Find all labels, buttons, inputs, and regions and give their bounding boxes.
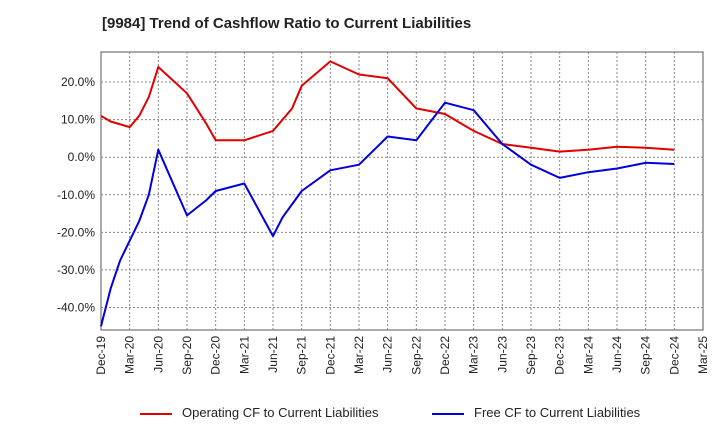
series-1-point — [148, 194, 150, 196]
grid-layer — [100, 51, 704, 331]
series-1-point — [501, 143, 503, 145]
series-0-point — [673, 149, 675, 151]
series-layer — [100, 60, 675, 327]
x-tick-label: Mar-22 — [352, 336, 366, 374]
plot-area — [100, 51, 704, 331]
series-1-point — [100, 325, 102, 327]
y-tick-label: 0.0% — [68, 150, 96, 164]
series-1-point — [110, 288, 112, 290]
axis-layer: 20.0% 10.0% 0.0% -10.0% -20.0% -30.0% -40.0% De… — [57, 75, 710, 375]
y-tick-label: -30.0% — [57, 263, 95, 277]
series-0-point — [291, 107, 293, 109]
x-tick-label: Jun-23 — [495, 336, 509, 373]
series-0-point — [148, 96, 150, 98]
series-0-point — [358, 74, 360, 76]
series-1-point — [272, 235, 274, 237]
series-0-point — [301, 85, 303, 87]
series-0-point — [129, 126, 131, 128]
series-1-point — [444, 102, 446, 104]
series-1-point — [358, 164, 360, 166]
series-1-point — [282, 216, 284, 218]
series-0-point — [138, 115, 140, 117]
x-tick-label: Jun-21 — [266, 336, 280, 373]
y-tick-label: 20.0% — [61, 75, 95, 89]
series-1-point — [186, 214, 188, 216]
x-tick-label: Sep-22 — [409, 336, 423, 375]
series-1-point — [205, 199, 207, 201]
series-1-point — [387, 136, 389, 138]
series-line-0 — [100, 60, 675, 153]
legend-swatch-free-cf — [432, 413, 464, 415]
series-0-point — [100, 115, 102, 117]
series-0-point — [415, 107, 417, 109]
series-1-point — [473, 109, 475, 111]
x-tick-label: Mar-21 — [237, 336, 251, 374]
series-0-point — [215, 139, 217, 141]
x-tick-label: Jun-22 — [381, 336, 395, 373]
series-1-point — [530, 164, 532, 166]
y-tick-label: -10.0% — [57, 188, 95, 202]
series-0-point — [645, 147, 647, 149]
x-tick-label: Jun-20 — [151, 336, 165, 373]
x-tick-label: Mar-23 — [467, 336, 481, 374]
series-0-point — [473, 130, 475, 132]
series-1-point — [215, 190, 217, 192]
x-tick-label: Sep-20 — [180, 336, 194, 375]
series-0-point — [157, 66, 159, 68]
series-0-point — [272, 130, 274, 132]
x-tick-label: Dec-24 — [667, 336, 681, 375]
series-0-point — [444, 113, 446, 115]
y-tick-label: -20.0% — [57, 225, 95, 239]
series-1-point — [138, 220, 140, 222]
x-tick-label: Mar-25 — [696, 336, 710, 374]
x-tick-label: Dec-23 — [553, 336, 567, 375]
x-tick-label: Dec-20 — [209, 336, 223, 375]
y-tick-label: 10.0% — [61, 113, 95, 127]
x-tick-label: Jun-24 — [610, 336, 624, 373]
series-1-point — [673, 163, 675, 165]
series-0-point — [387, 77, 389, 79]
legend-label-free-cf: Free CF to Current Liabilities — [474, 405, 641, 420]
x-tick-label: Dec-22 — [438, 336, 452, 375]
series-0-point — [243, 139, 245, 141]
series-1-point — [243, 182, 245, 184]
series-0-point — [205, 122, 207, 124]
series-1-point — [415, 139, 417, 141]
series-0-point — [186, 92, 188, 94]
series-0-point — [530, 147, 532, 149]
series-1-point — [329, 169, 331, 171]
series-line-1 — [100, 101, 675, 327]
series-0-point — [329, 60, 331, 62]
series-1-point — [559, 177, 561, 179]
x-tick-label: Dec-19 — [94, 336, 108, 375]
chart-title: [9984] Trend of Cashflow Ratio to Curren… — [102, 15, 472, 32]
series-1-point — [301, 190, 303, 192]
x-tick-label: Sep-24 — [639, 336, 653, 375]
series-0-point — [587, 149, 589, 151]
x-tick-label: Sep-23 — [524, 336, 538, 375]
x-tick-label: Mar-20 — [123, 336, 137, 374]
series-1-point — [645, 162, 647, 164]
series-1-point — [587, 171, 589, 173]
x-tick-label: Mar-24 — [581, 336, 595, 374]
legend-swatch-operating-cf — [140, 413, 172, 415]
series-0-point — [559, 151, 561, 153]
series-1-point — [616, 167, 618, 169]
y-tick-label: -40.0% — [57, 300, 95, 314]
series-0-point — [110, 121, 112, 123]
x-tick-label: Dec-21 — [323, 336, 337, 375]
legend-label-operating-cf: Operating CF to Current Liabilities — [182, 405, 379, 420]
series-1-point — [157, 149, 159, 151]
x-tick-label: Sep-21 — [295, 336, 309, 375]
series-1-point — [119, 260, 121, 262]
series-0-point — [616, 146, 618, 148]
